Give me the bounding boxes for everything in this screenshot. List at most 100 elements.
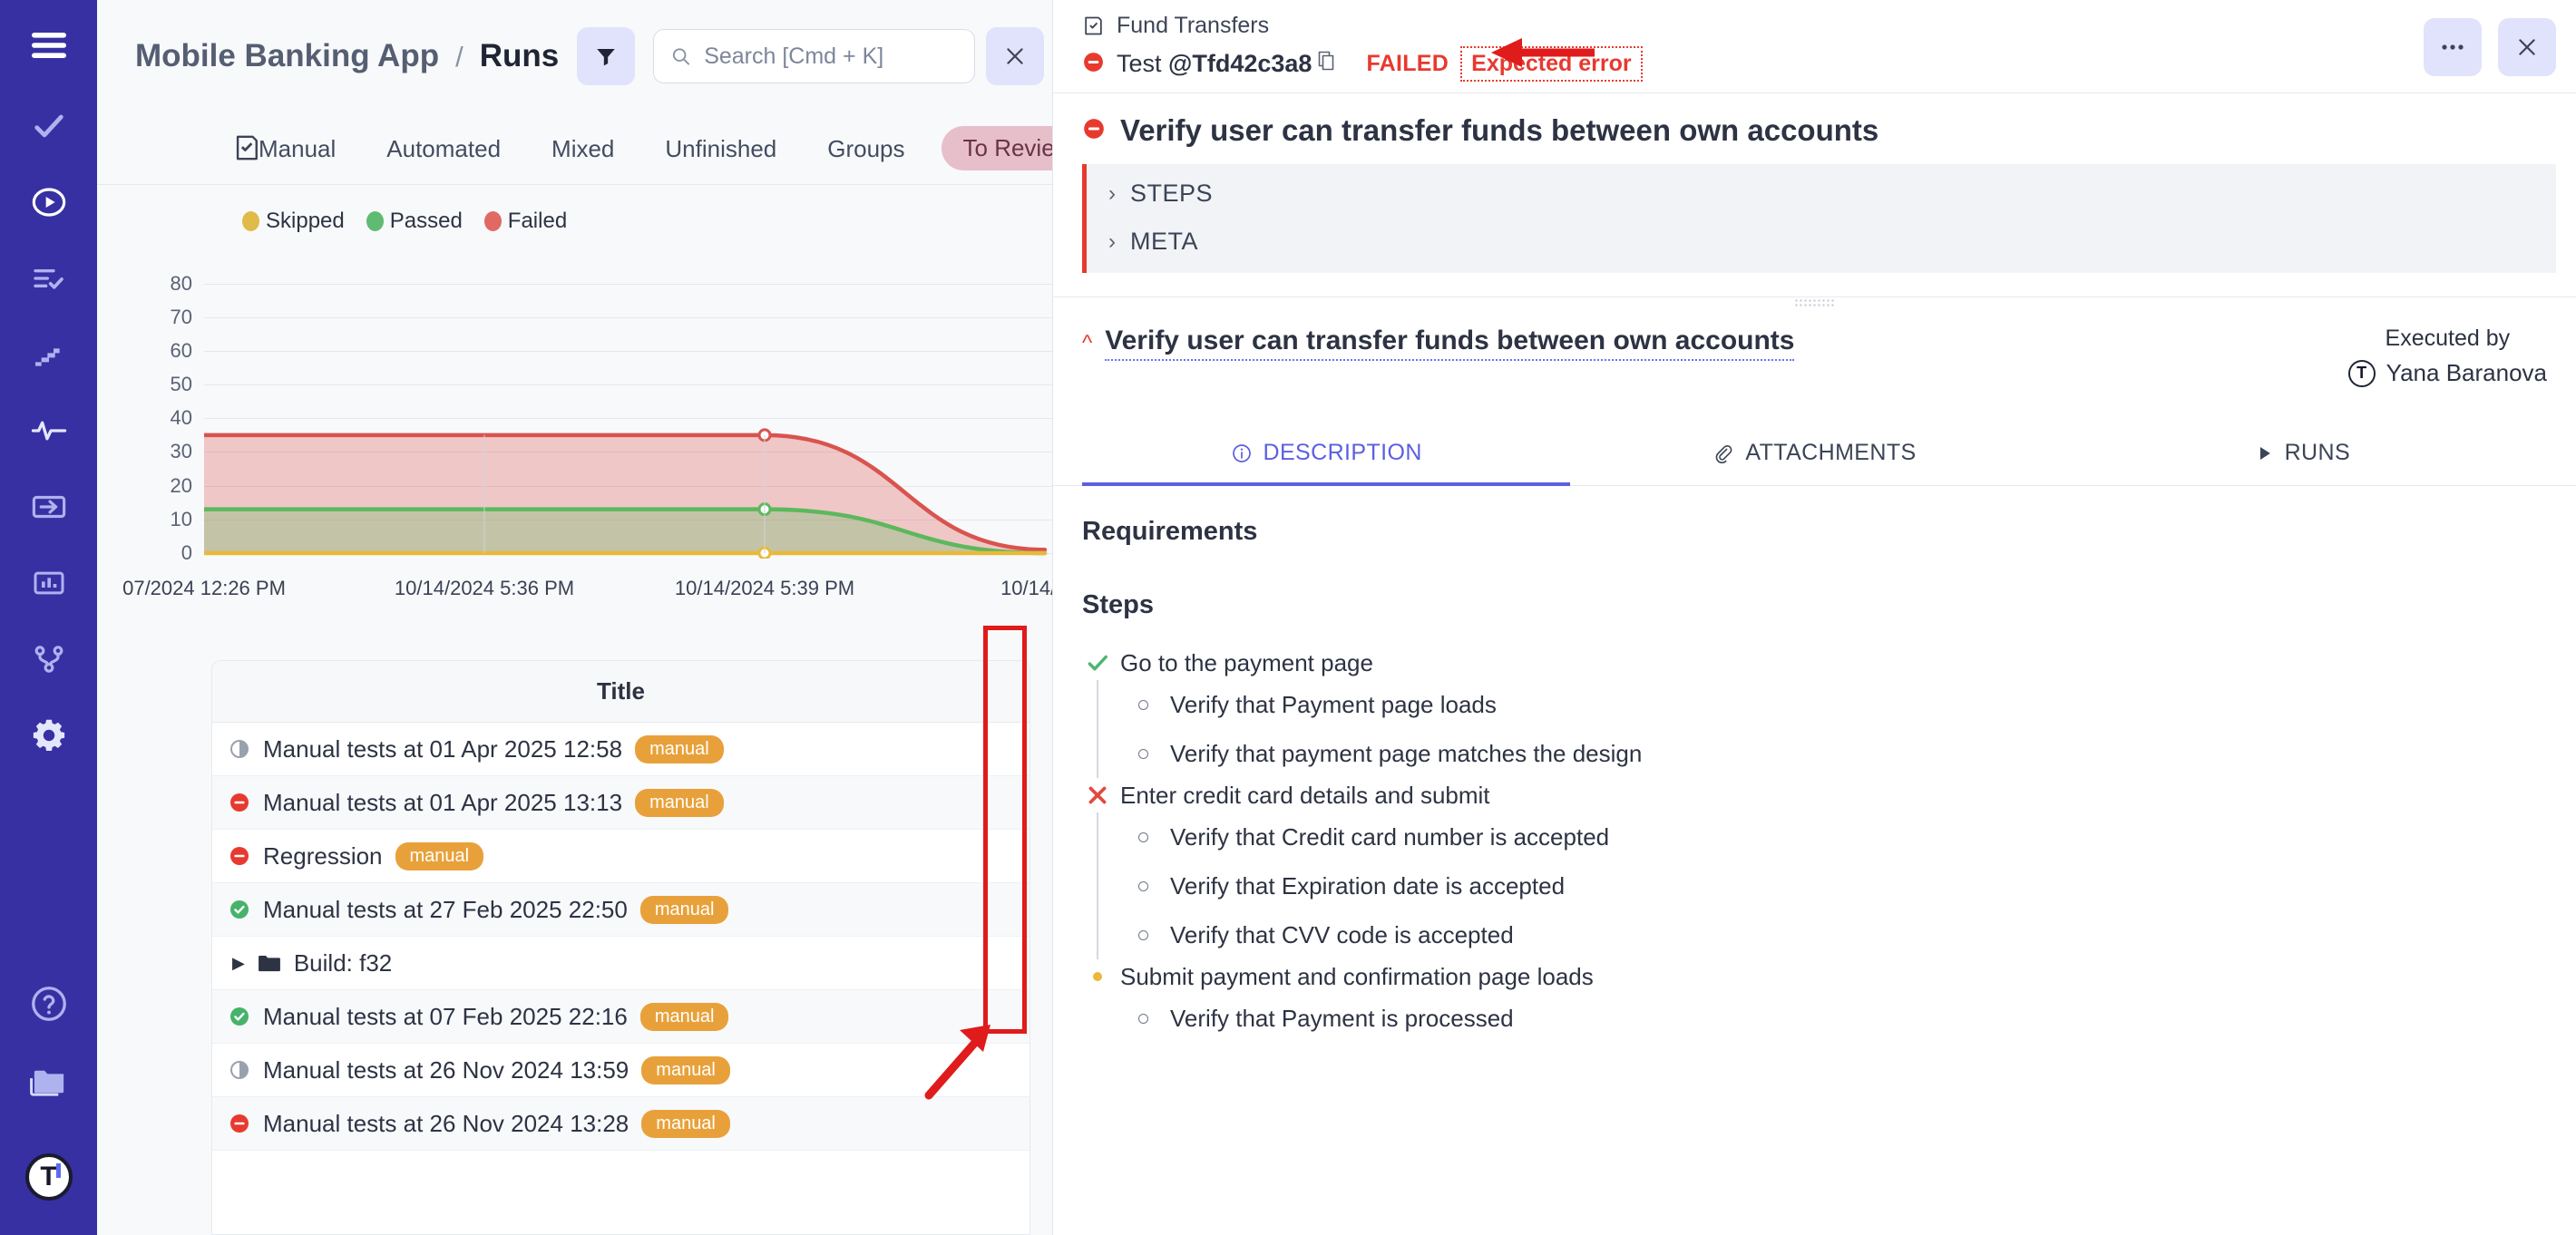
- step-text: Submit payment and confirmation page loa…: [1120, 962, 1594, 990]
- legend-item-failed[interactable]: Failed: [483, 209, 567, 234]
- chart-line-passed: [204, 507, 1048, 556]
- import-arrow-icon: [32, 495, 65, 519]
- substep-row[interactable]: Verify that Payment page loads: [1082, 680, 2547, 729]
- chart-xtick: 10/14/2024 5:36 PM: [394, 577, 575, 599]
- table-row-title[interactable]: Manual tests at 01 Apr 2025 13:13: [263, 788, 623, 816]
- search-input[interactable]: [704, 43, 959, 70]
- breadcrumb-project[interactable]: Mobile Banking App: [135, 38, 440, 73]
- breadcrumb-separator: /: [455, 41, 463, 73]
- sidebar-item-help[interactable]: [21, 976, 77, 1032]
- chevron-right-icon: ›: [1108, 180, 1116, 206]
- sidebar-item-runs[interactable]: [21, 174, 77, 230]
- tab-to-review[interactable]: To Review: [941, 126, 1052, 170]
- table-row[interactable]: ▶ Build: f32: [212, 937, 1029, 990]
- more-options-button[interactable]: [2424, 18, 2482, 76]
- info-icon: [1232, 443, 1251, 462]
- table-row-title[interactable]: Manual tests at 26 Nov 2024 13:28: [263, 1109, 629, 1137]
- table-row[interactable]: Regression manual: [212, 830, 1029, 883]
- defect-badge[interactable]: Expected error: [1460, 46, 1643, 82]
- tab-automated[interactable]: Automated: [386, 134, 502, 162]
- section-meta[interactable]: › META: [1087, 218, 2556, 266]
- executed-by: Executed by T Yana Baranova: [2347, 326, 2547, 387]
- substep-row[interactable]: Verify that Expiration date is accepted: [1082, 861, 2547, 910]
- step-row[interactable]: Submit payment and confirmation page loa…: [1082, 959, 2547, 994]
- table-row[interactable]: Manual tests at 07 Feb 2025 22:16 manual: [212, 990, 1029, 1044]
- chart-ytick: 80: [170, 271, 192, 295]
- close-icon: [2519, 39, 2535, 55]
- table-row-title[interactable]: Build: f32: [293, 948, 393, 977]
- step-row[interactable]: Enter credit card details and submit: [1082, 778, 2547, 812]
- table-row-title[interactable]: Manual tests at 07 Feb 2025 22:16: [263, 1002, 628, 1030]
- table-row[interactable]: Manual tests at 26 Nov 2024 13:28 manual: [212, 1097, 1029, 1151]
- search-box[interactable]: [653, 29, 976, 83]
- runs-tabbar: Manual Automated Mixed Unfinished Groups…: [97, 112, 1052, 185]
- substep-bullet-icon: [1138, 880, 1148, 891]
- table-row-title[interactable]: Manual tests at 27 Feb 2025 22:50: [263, 895, 628, 923]
- sidebar-item-settings[interactable]: [21, 707, 77, 763]
- table-row[interactable]: Manual tests at 01 Apr 2025 13:13 manual: [212, 776, 1029, 830]
- panel-suite[interactable]: Fund Transfers: [1082, 13, 2424, 39]
- row-status-icon: [229, 738, 250, 760]
- section-steps-label: STEPS: [1130, 180, 1214, 207]
- tab-attachments[interactable]: ATTACHMENTS: [1570, 427, 2058, 486]
- tab-runs[interactable]: RUNS: [2059, 427, 2547, 486]
- tab-unfinished[interactable]: Unfinished: [665, 134, 777, 162]
- menu-icon[interactable]: [31, 32, 67, 63]
- tab-manual[interactable]: Manual: [259, 134, 337, 162]
- copy-icon[interactable]: [1316, 50, 1338, 78]
- avatar[interactable]: T: [2347, 359, 2376, 387]
- section-steps[interactable]: › STEPS: [1087, 170, 2556, 218]
- chart-area-passed: [204, 509, 1045, 553]
- filter-button[interactable]: [577, 27, 636, 85]
- sidebar-item-projects[interactable]: [21, 1052, 77, 1108]
- step-row[interactable]: Go to the payment page: [1082, 646, 2547, 680]
- step-text: Enter credit card details and submit: [1120, 781, 1490, 809]
- search-icon: [673, 48, 690, 65]
- substep-bullet-icon: [1138, 699, 1148, 710]
- cross-mark-icon: [1088, 786, 1107, 804]
- chart-legend: Skipped Passed Failed: [97, 209, 1052, 234]
- close-panel-button[interactable]: [2498, 18, 2556, 76]
- chevron-right-icon: ›: [1108, 229, 1116, 254]
- panel-test-line: Test @Tfd42c3a8 FAILED Expected error: [1082, 46, 2424, 82]
- sidebar-item-steps[interactable]: [21, 326, 77, 383]
- tab-description[interactable]: DESCRIPTION: [1082, 427, 1571, 486]
- splitter-drag-handle[interactable]: [1793, 298, 1836, 307]
- tab-mixed[interactable]: Mixed: [551, 134, 615, 162]
- close-search-button[interactable]: [986, 27, 1045, 85]
- table-column-header-title[interactable]: Title: [212, 661, 1029, 723]
- table-row-title[interactable]: Manual tests at 26 Nov 2024 13:59: [263, 1055, 629, 1084]
- sidebar-item-reports[interactable]: [21, 555, 77, 611]
- table-row-title[interactable]: Manual tests at 01 Apr 2025 12:58: [263, 734, 623, 763]
- substep-row[interactable]: Verify that payment page matches the des…: [1082, 729, 2547, 778]
- substep-row[interactable]: Verify that Payment is processed: [1082, 994, 2547, 1043]
- substep-bullet-icon: [1138, 929, 1148, 940]
- chart-line-failed: [204, 433, 1048, 552]
- sidebar-item-import[interactable]: [21, 479, 77, 535]
- app-logo[interactable]: T: [24, 1153, 73, 1201]
- substep-list: Verify that Credit card number is accept…: [1082, 812, 2547, 959]
- substep-row[interactable]: Verify that CVV code is accepted: [1082, 910, 2547, 959]
- pulse-icon: [31, 421, 66, 441]
- question-circle-icon: [31, 987, 66, 1021]
- sidebar-item-integrations[interactable]: [21, 631, 77, 687]
- panel-splitter[interactable]: [1053, 297, 2576, 309]
- legend-item-passed[interactable]: Passed: [366, 209, 463, 234]
- sidebar-item-activity[interactable]: [21, 403, 77, 459]
- step-group: Go to the payment page Verify that Paymen…: [1082, 646, 2547, 778]
- chart-xtick: 07/2024 12:26 PM: [122, 577, 286, 599]
- table-row[interactable]: Manual tests at 27 Feb 2025 22:50 manual: [212, 883, 1029, 937]
- sidebar-item-tests[interactable]: [21, 98, 77, 154]
- substep-row[interactable]: Verify that Credit card number is accept…: [1082, 812, 2547, 861]
- chevron-up-icon[interactable]: ^: [1082, 330, 1093, 355]
- panel-detail-title[interactable]: Verify user can transfer funds between o…: [1105, 326, 1795, 361]
- table-row[interactable]: Manual tests at 01 Apr 2025 12:58 manual: [212, 723, 1029, 776]
- tab-groups[interactable]: Groups: [827, 134, 905, 162]
- row-status-icon: [229, 845, 250, 867]
- sidebar-item-plans[interactable]: [21, 250, 77, 306]
- chart-plot-area[interactable]: 0 10 20 30 40 50 60 70 80 07/2024 12:26 PM 10/14/2…: [97, 254, 1052, 635]
- expand-triangle-icon[interactable]: ▶: [232, 953, 245, 972]
- legend-item-skipped[interactable]: Skipped: [242, 209, 345, 234]
- table-row[interactable]: Manual tests at 26 Nov 2024 13:59 manual: [212, 1044, 1029, 1097]
- table-row-title[interactable]: Regression: [263, 841, 383, 870]
